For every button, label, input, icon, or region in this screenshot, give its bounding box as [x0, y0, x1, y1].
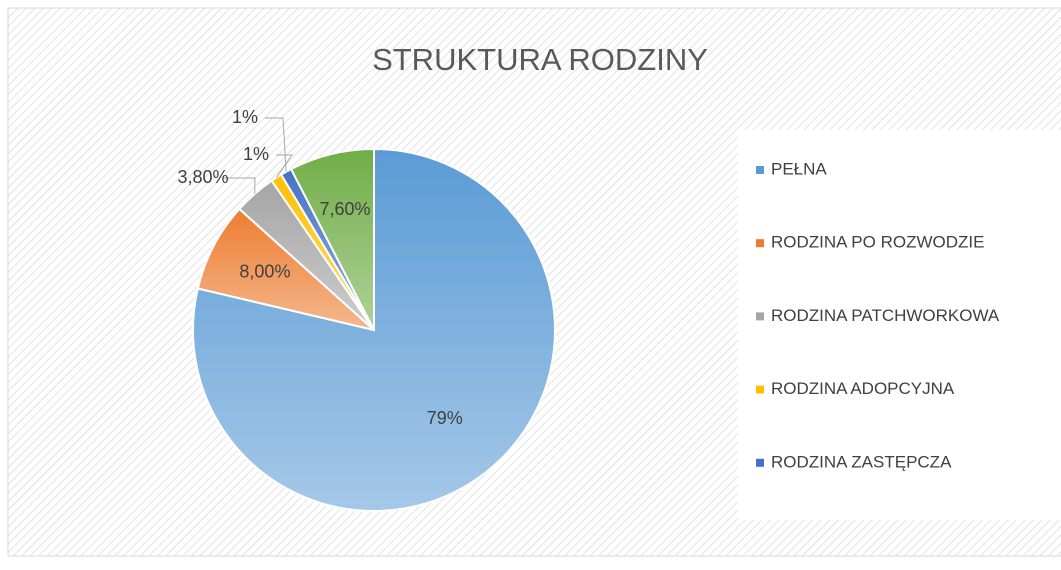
legend-marker: [756, 458, 764, 467]
leader-line: [275, 154, 293, 178]
data-label: 7,60%: [319, 199, 370, 219]
legend-label: RODZINA ADOPCYJNA: [771, 379, 955, 398]
leader-line: [223, 177, 256, 194]
legend-box: [738, 130, 1061, 520]
pie-slice: [289, 147, 375, 331]
legend-marker: [756, 166, 764, 174]
legend-marker: [756, 385, 764, 394]
data-label: 1%: [243, 144, 269, 164]
legend-label: RODZINA PATCHWORKOWA: [771, 306, 1000, 325]
legend-label: RODZINA ZASTĘPCZA: [771, 452, 952, 471]
data-label: 79%: [427, 408, 463, 428]
pie-slice: [192, 147, 556, 512]
data-label: 8,00%: [239, 262, 290, 282]
data-label: 3,80%: [177, 167, 228, 187]
legend-marker: [756, 312, 764, 321]
data-label: 1%: [232, 107, 258, 127]
pie-slice: [196, 207, 375, 331]
chart-title: STRUKTURA RODZINY: [372, 42, 708, 77]
leader-line: [265, 117, 287, 172]
legend-label: RODZINA PO ROZWODZIE: [771, 233, 984, 252]
legend-label: PEŁNA: [771, 159, 827, 178]
legend-marker: [756, 239, 764, 248]
